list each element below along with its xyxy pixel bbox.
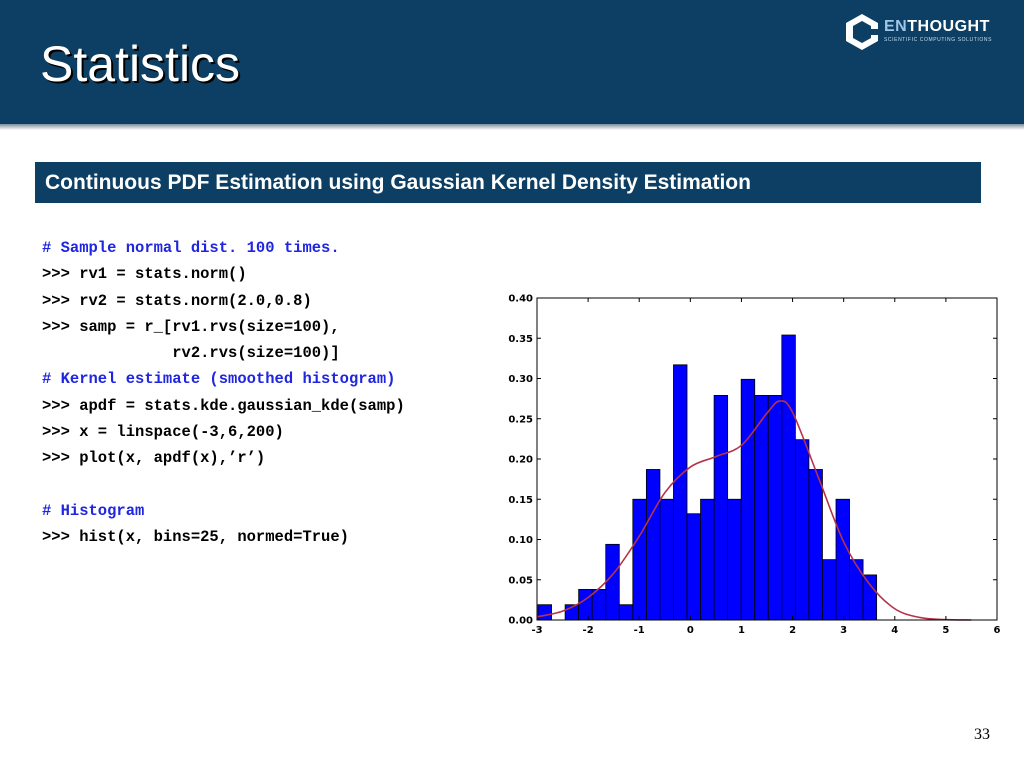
histogram-bar	[591, 589, 607, 621]
code-comment-line: # Histogram	[42, 501, 145, 520]
histogram-bar	[754, 395, 769, 621]
code-block: # Sample normal dist. 100 times. >>> rv1 …	[42, 235, 405, 551]
code-line: >>> x = linspace(-3,6,200)	[42, 423, 284, 442]
histogram-bar	[700, 498, 715, 621]
y-tick-label: 0.35	[508, 334, 533, 345]
histogram-bar	[862, 574, 878, 621]
histogram-bar	[618, 604, 634, 621]
code-blank-line	[42, 472, 405, 498]
histogram-bar	[822, 559, 837, 621]
histogram-bar	[781, 334, 796, 621]
logo-tagline: SCIENTIFIC COMPUTING SOLUTIONS	[884, 37, 993, 43]
logo-hexagon-icon	[846, 14, 878, 50]
histogram-bar	[794, 439, 810, 621]
histogram-bar	[537, 604, 552, 621]
histogram-bar	[659, 498, 674, 621]
y-tick-label: 0.20	[508, 455, 533, 466]
code-comment-line: # Sample normal dist. 100 times.	[42, 239, 340, 257]
histogram-bar	[835, 498, 850, 621]
code-line: >>> rv2 = stats.norm(2.0,0.8)	[42, 291, 312, 310]
histogram-bar	[605, 543, 620, 621]
kde-histogram-chart: -3 -2 -1 0 1 2 3 4 5 6 0.00 0.05 0.10 0.15 0.20 0.25 0.3…	[500, 288, 1010, 637]
x-tick-label: 3	[840, 625, 847, 636]
slide-subtitle: Continuous PDF Estimation using Gaussian…	[45, 171, 751, 194]
histogram-bar	[632, 498, 647, 621]
x-tick-label: 4	[891, 625, 898, 636]
logo-name: ENTHOUGHT	[884, 18, 990, 35]
code-line: >>> apdf = stats.kde.gaussian_kde(samp)	[42, 396, 405, 415]
subtitle-bar: Continuous PDF Estimation using Gaussian…	[35, 162, 981, 203]
page-number: 33	[974, 726, 990, 743]
y-tick-label: 0.30	[508, 374, 533, 385]
x-tick-label: 0	[687, 625, 694, 636]
code-line: >>> hist(x, bins=25, normed=True)	[42, 528, 349, 547]
x-tick-label: 2	[789, 625, 796, 636]
histogram-bar	[673, 364, 688, 621]
code-line: rv2.rvs(size=100)]	[42, 344, 340, 363]
histogram-bar	[727, 498, 742, 621]
x-tick-label: -2	[583, 625, 594, 636]
histogram-bar	[767, 395, 783, 621]
chart-svg: -3 -2 -1 0 1 2 3 4 5 6 0.00 0.05 0.10 0.15 0.20 0.25 0.3…	[508, 294, 1001, 637]
code-comment-line: # Kernel estimate (smoothed histogram)	[42, 370, 396, 389]
x-tick-label: -1	[634, 625, 645, 636]
y-tick-label: 0.25	[508, 414, 533, 425]
y-tick-label: 0.05	[508, 575, 533, 586]
histogram-bar	[713, 395, 729, 621]
y-tick-label: 0.15	[508, 495, 533, 506]
histogram-bar	[645, 469, 661, 621]
code-line: >>> samp = r_[rv1.rvs(size=100),	[42, 317, 340, 336]
histogram-bar	[808, 469, 823, 621]
x-tick-label: 5	[942, 625, 949, 636]
code-line: >>> plot(x, apdf(x),’r’)	[42, 449, 266, 468]
header-shadow	[0, 124, 1024, 130]
histogram-bar	[686, 513, 701, 621]
histogram-bar	[849, 559, 864, 621]
code-line: >>> rv1 = stats.norm()	[42, 265, 247, 284]
slide-header: Statistics ENTHOUGHT SCIENTIFIC COMPUTIN…	[0, 0, 1024, 124]
histogram-bar	[578, 589, 593, 621]
y-tick-label: 0.40	[508, 294, 533, 305]
y-tick-label: 0.10	[508, 535, 533, 546]
kde-curve-line	[536, 400, 972, 621]
x-tick-label: -3	[531, 625, 542, 636]
enthought-logo: ENTHOUGHT SCIENTIFIC COMPUTING SOLUTIONS	[843, 12, 1013, 52]
slide-title: Statistics	[40, 36, 241, 92]
x-tick-label: 6	[994, 625, 1001, 636]
y-tick-label: 0.00	[508, 616, 533, 627]
x-tick-label: 1	[738, 625, 745, 636]
histogram-bar	[740, 378, 756, 621]
